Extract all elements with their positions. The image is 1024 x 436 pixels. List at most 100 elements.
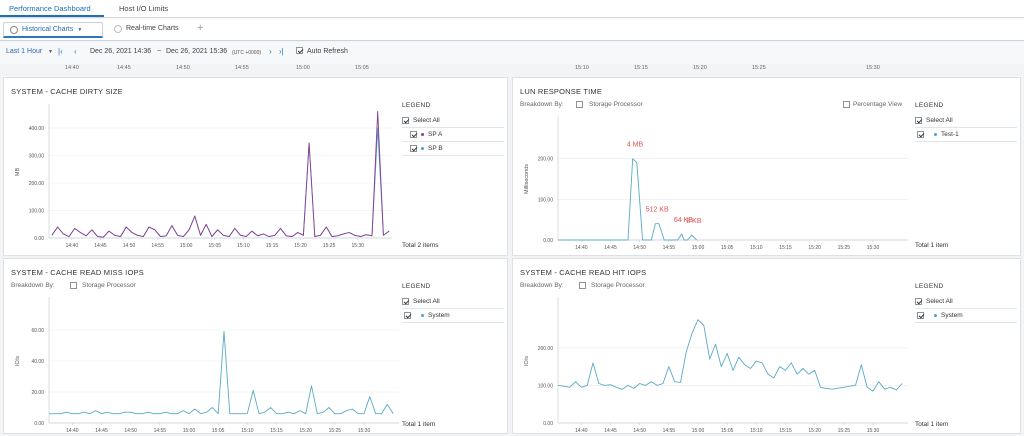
sub-nav: Historical Charts ▼ Real-time Charts + <box>0 19 1024 41</box>
chevron-down-icon[interactable]: ▼ <box>77 27 83 33</box>
time-range-chevron-icon[interactable]: ▼ <box>48 49 53 55</box>
x-tick-label: 15:25 <box>323 243 336 249</box>
time-range-select[interactable]: Last 1 Hour <box>6 48 43 55</box>
series-line-sp-a <box>51 127 390 238</box>
stub-tick: 15:15 <box>634 65 648 71</box>
subtab-historical-charts[interactable]: Historical Charts ▼ <box>3 22 103 38</box>
select-all-label: Select All <box>413 298 440 305</box>
legend-checkbox[interactable] <box>917 312 924 319</box>
legend-checkbox[interactable] <box>410 145 417 152</box>
range-separator: ~ <box>157 48 162 55</box>
y-tick-label: 40.00 <box>31 359 44 365</box>
top-nav: Performance Dashboard Host I/O Limits <box>0 0 1024 18</box>
legend-select-all[interactable]: Select All <box>402 295 504 309</box>
breakdown-option: Storage Processor <box>82 282 136 289</box>
legend-item[interactable]: SP A <box>402 128 504 142</box>
y-axis-label: Milliseconds <box>524 164 530 194</box>
panel-cache-read-miss-iops: SYSTEM - CACHE READ MISS IOPS Breakdown … <box>3 258 508 434</box>
x-tick-label: 15:10 <box>237 243 250 249</box>
timeline-stub: 14:40 14:45 14:50 14:55 15:00 15:05 15:1… <box>0 64 1024 74</box>
x-tick-label: 14:50 <box>124 428 137 434</box>
legend-select-all[interactable]: Select All <box>915 114 1017 128</box>
x-tick-label: 14:45 <box>604 245 617 251</box>
legend-item[interactable]: Test-1 <box>915 128 1017 142</box>
next-icon[interactable]: › <box>269 47 272 56</box>
legend-checkbox[interactable] <box>917 131 924 138</box>
chart-cache-read-miss-iops: 0.00 20.00 40.00 60.00 14:40 14:45 14:50 14:55 1… <box>15 297 399 434</box>
stub-tick: 15:30 <box>866 65 880 71</box>
time-toolbar: Last 1 Hour ▼ |‹ ‹ Dec 26, 2021 14:36 ~ … <box>0 42 1024 64</box>
y-axis-label: IO/s <box>524 356 530 366</box>
y-tick-label: 100.00 <box>538 383 554 389</box>
legend-select-all[interactable]: Select All <box>915 295 1017 309</box>
select-all-checkbox[interactable] <box>915 117 922 124</box>
stub-tick: 15:10 <box>575 65 589 71</box>
y-tick-label: 300.00 <box>29 154 45 160</box>
x-tick-label: 14:40 <box>66 428 79 434</box>
breakdown-checkbox[interactable] <box>70 282 77 289</box>
select-all-checkbox[interactable] <box>915 298 922 305</box>
legend-label: SP B <box>428 145 443 152</box>
series-line-test-1 <box>558 158 698 241</box>
legend-item[interactable]: System <box>915 309 1017 323</box>
legend-item[interactable]: System <box>402 309 504 323</box>
breakdown-checkbox[interactable] <box>579 282 586 289</box>
jump-end-icon[interactable]: ›| <box>279 47 284 56</box>
breakdown-label: Breakdown By: <box>520 101 564 108</box>
y-tick-label: 100.00 <box>538 197 554 203</box>
x-tick-label: 15:15 <box>779 245 792 251</box>
legend-checkbox[interactable] <box>404 312 411 319</box>
tab-host-io-limits[interactable]: Host I/O Limits <box>119 4 169 13</box>
timezone: (UTC +0000) <box>232 50 262 56</box>
legend-total: Total 1 item <box>915 242 949 249</box>
x-tick-label: 15:20 <box>808 245 821 251</box>
x-tick-label: 15:25 <box>329 428 342 434</box>
auto-refresh-checkbox[interactable] <box>296 47 303 54</box>
y-tick-label: 0.00 <box>34 421 44 427</box>
y-axis-label: MB <box>15 168 21 177</box>
series-dot-icon <box>421 314 424 317</box>
tab-performance-dashboard[interactable]: Performance Dashboard <box>9 4 91 13</box>
x-tick-label: 14:40 <box>66 243 79 249</box>
stub-tick: 15:25 <box>752 65 766 71</box>
legend-label: Test-1 <box>941 131 959 138</box>
legend-total: Total 1 item <box>402 421 436 428</box>
x-tick-label: 15:00 <box>183 428 196 434</box>
select-all-checkbox[interactable] <box>402 117 409 124</box>
x-tick-label: 15:30 <box>358 428 371 434</box>
x-tick-label: 14:55 <box>151 243 164 249</box>
x-tick-label: 14:45 <box>604 428 617 434</box>
x-tick-label: 15:10 <box>241 428 254 434</box>
select-all-checkbox[interactable] <box>402 298 409 305</box>
subtab-realtime-charts[interactable]: Real-time Charts <box>108 22 192 38</box>
y-tick-label: 200.00 <box>538 346 554 352</box>
breakdown-checkbox[interactable] <box>576 101 583 108</box>
breakdown-label: Breakdown By: <box>520 282 564 289</box>
select-all-label: Select All <box>926 117 953 124</box>
percentage-view-label: Percentage View <box>853 101 903 108</box>
x-tick-label: 15:10 <box>750 245 763 251</box>
y-tick-label: 100.00 <box>29 209 45 215</box>
x-tick-label: 15:00 <box>180 243 193 249</box>
panel-title: SYSTEM - CACHE READ HIT IOPS <box>520 268 647 277</box>
add-tab-icon[interactable]: + <box>197 22 204 34</box>
series-line-sp-b <box>51 111 390 238</box>
x-tick-label: 15:15 <box>270 428 283 434</box>
stub-tick: 14:55 <box>235 65 249 71</box>
jump-start-icon[interactable]: |‹ <box>58 47 63 56</box>
legend-title: LEGEND <box>402 283 431 290</box>
x-tick-label: 15:00 <box>692 428 705 434</box>
previous-icon[interactable]: ‹ <box>74 47 77 56</box>
panel-title: SYSTEM - CACHE DIRTY SIZE <box>11 87 123 96</box>
legend-checkbox[interactable] <box>410 131 417 138</box>
panel-title: LUN RESPONSE TIME <box>520 87 603 96</box>
breakdown-option: Storage Processor <box>589 101 643 108</box>
legend-select-all[interactable]: Select All <box>402 114 504 128</box>
x-tick-label: 15:05 <box>209 243 222 249</box>
panel-title: SYSTEM - CACHE READ MISS IOPS <box>11 268 144 277</box>
legend-item[interactable]: SP B <box>402 142 504 156</box>
x-tick-label: 15:25 <box>838 245 851 251</box>
data-annotation: 8 KB <box>686 218 702 225</box>
x-tick-label: 14:40 <box>575 428 588 434</box>
percentage-view-checkbox[interactable] <box>843 101 850 108</box>
